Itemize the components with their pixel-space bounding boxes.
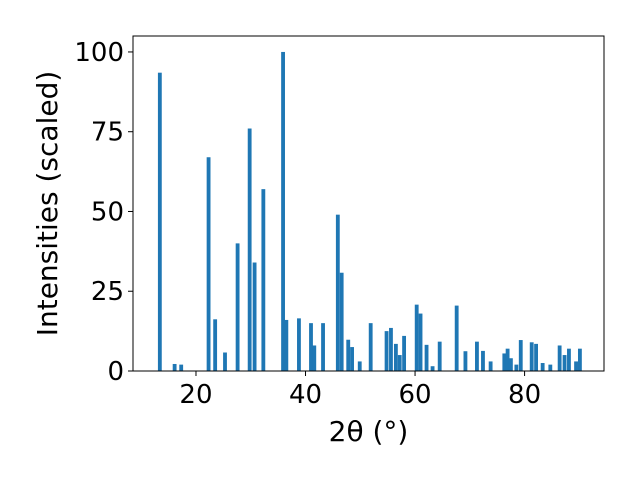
y-tick-label: 0 xyxy=(107,357,124,387)
bar xyxy=(393,343,398,371)
bar xyxy=(281,51,285,371)
x-tick-label: 20 xyxy=(179,380,212,410)
y-tick-label: 75 xyxy=(91,118,124,148)
bar xyxy=(437,341,442,371)
bar xyxy=(321,323,325,371)
bar xyxy=(179,364,184,371)
bar xyxy=(297,318,301,371)
bar xyxy=(223,352,227,371)
bar xyxy=(424,344,429,371)
bar xyxy=(206,157,211,371)
bar xyxy=(418,313,423,371)
y-tick-label: 25 xyxy=(91,277,124,307)
x-tick-label: 40 xyxy=(289,380,322,410)
bar xyxy=(284,319,289,371)
bar xyxy=(357,361,362,371)
bar xyxy=(402,335,407,371)
bar xyxy=(235,243,240,371)
bar xyxy=(475,341,479,371)
bar xyxy=(339,272,344,371)
bar xyxy=(309,323,313,371)
bar xyxy=(213,319,218,371)
bar xyxy=(350,347,354,371)
bar xyxy=(505,348,510,371)
x-tick-label: 80 xyxy=(508,380,541,410)
bar xyxy=(312,345,317,371)
plot-frame xyxy=(132,35,605,372)
bar xyxy=(463,351,468,371)
bar xyxy=(454,305,459,371)
bar xyxy=(514,364,519,371)
bar xyxy=(502,353,507,371)
bar xyxy=(529,342,534,371)
x-axis-label: 2θ (°) xyxy=(329,415,409,448)
bar xyxy=(252,262,257,371)
bar xyxy=(577,348,582,371)
bar xyxy=(508,358,513,371)
bar xyxy=(414,304,419,371)
bar xyxy=(430,366,435,371)
bar xyxy=(574,361,578,371)
x-axis-ticks: 20 40 60 80 xyxy=(179,371,541,410)
bar xyxy=(557,345,562,371)
bars-group xyxy=(157,51,582,371)
y-axis-ticks: 0 25 50 75 100 xyxy=(74,38,133,387)
bar xyxy=(540,363,545,371)
bar xyxy=(488,361,493,371)
y-axis-label: Intensities (scaled) xyxy=(31,71,64,337)
bar xyxy=(518,340,523,371)
bar xyxy=(261,189,266,371)
bar xyxy=(562,355,567,371)
bar xyxy=(481,350,485,371)
bar xyxy=(397,355,402,371)
bar xyxy=(389,327,393,371)
x-tick-label: 60 xyxy=(399,380,432,410)
y-tick-label: 50 xyxy=(91,197,124,227)
bar xyxy=(335,214,340,371)
bar xyxy=(548,364,553,371)
bar xyxy=(157,72,162,371)
bar xyxy=(567,348,571,371)
bar xyxy=(534,343,538,371)
bar xyxy=(247,128,252,371)
bar xyxy=(368,323,373,371)
y-tick-label: 100 xyxy=(74,38,124,68)
bar xyxy=(172,363,177,371)
bar xyxy=(346,339,351,371)
bar xyxy=(384,331,389,371)
